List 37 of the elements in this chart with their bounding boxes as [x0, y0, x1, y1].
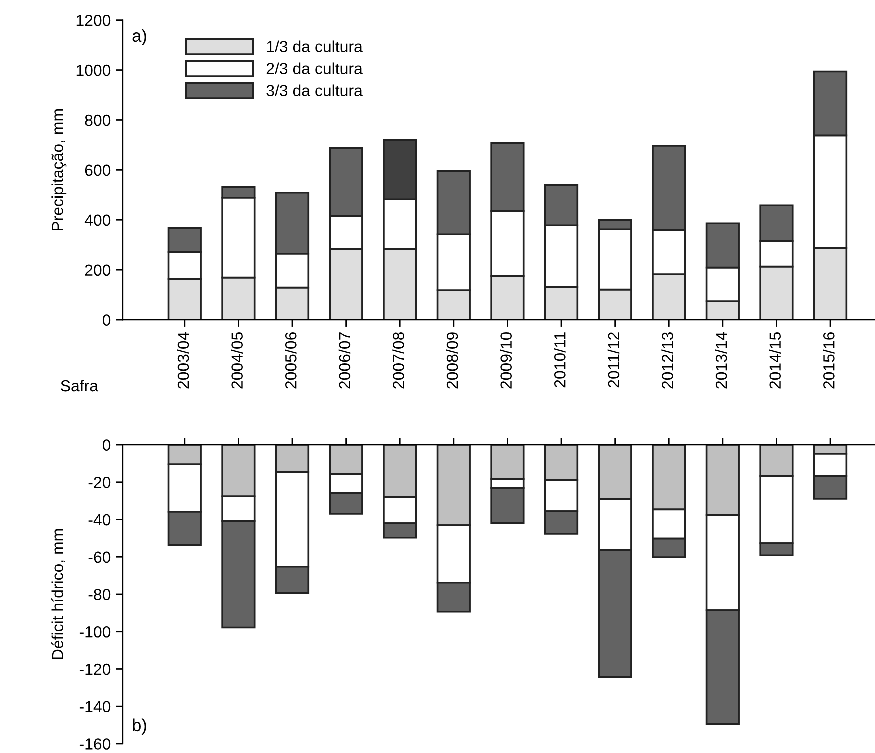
x-tick-label: 2008/09	[446, 332, 458, 389]
annotation: b)	[133, 718, 146, 735]
y-tick-label: -80	[88, 589, 111, 600]
legend-label: 2/3 da cultura	[266, 62, 363, 74]
x-tick-label: 2012/13	[662, 332, 674, 389]
x-tick-label: 2014/15	[769, 332, 782, 389]
annotation: a)	[132, 29, 146, 46]
y-tick-label: -20	[88, 477, 111, 488]
y-tick-label: -120	[80, 664, 111, 676]
x-tick-label: 2010/11	[554, 332, 566, 388]
y-tick-label: 400	[84, 214, 111, 226]
y-tick-label: -40	[88, 514, 111, 526]
x-tick-label: 2013/14	[715, 332, 728, 389]
y-tick-label: 1000	[76, 64, 111, 76]
y-tick-label: 0	[102, 440, 111, 451]
x-tick-label: 2015/16	[823, 332, 835, 389]
y-tick-label: -160	[80, 738, 111, 750]
y-tick-label: 800	[85, 114, 111, 126]
y-tick-label: 0	[102, 314, 111, 326]
x-tick-label: 2009/10	[500, 332, 512, 389]
x-tick-label: 2007/08	[392, 332, 404, 389]
x-tick-label: 2004/05	[231, 332, 243, 389]
y-tick-label: 1200	[76, 14, 111, 26]
y-axis-title: Déficit hídrico, mm	[52, 529, 66, 660]
x-tick-label: 2005/06	[285, 332, 297, 389]
y-tick-label: 600	[85, 164, 111, 176]
x-tick-label: 2011/12	[608, 332, 620, 388]
y-tick-label: -140	[80, 701, 111, 713]
x-axis-title: Safra	[61, 380, 99, 392]
y-tick-label: -100	[80, 626, 111, 638]
y-tick-label: 200	[85, 264, 111, 276]
legend-label: 1/3 da cultura	[267, 40, 363, 52]
x-tick-label: 2003/04	[177, 332, 190, 389]
y-axis-title: Precipitação, mm	[52, 110, 67, 231]
y-tick-label: -60	[88, 552, 111, 564]
legend-label: 3/3 da cultura	[266, 84, 363, 96]
x-tick-label: 2006/07	[338, 332, 351, 389]
